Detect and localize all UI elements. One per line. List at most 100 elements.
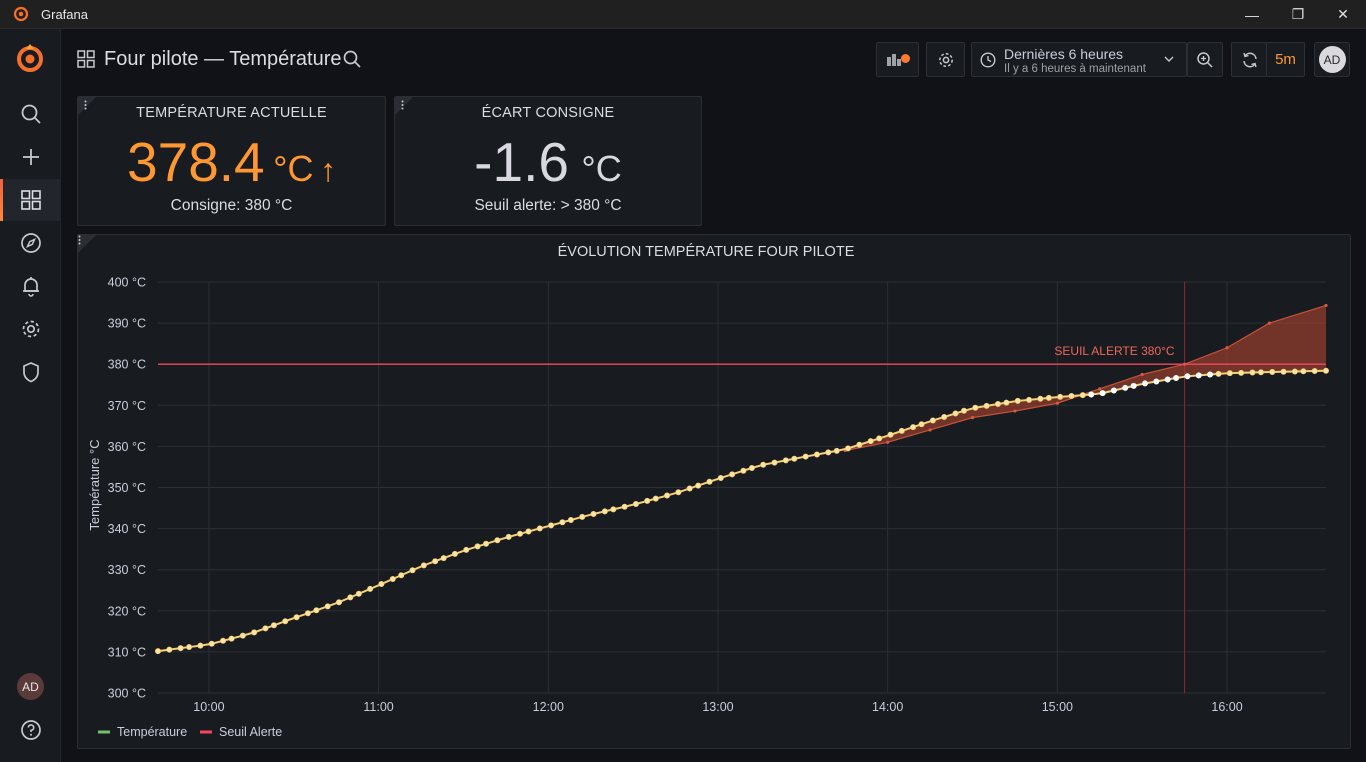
temperature-point	[1173, 375, 1180, 382]
refresh-interval-value: 5m	[1275, 51, 1296, 68]
temperature-point	[155, 648, 162, 655]
minimize-button[interactable]: —	[1229, 0, 1275, 29]
temperature-point	[695, 482, 702, 489]
panel-menu-icon[interactable]	[401, 100, 404, 110]
chart-canvas[interactable]: ÉVOLUTION TEMPÉRATURE FOUR PILOTE Tempér…	[78, 235, 1350, 748]
temperature-point	[505, 533, 512, 540]
temperature-point	[782, 457, 789, 464]
temperature-point	[590, 510, 597, 517]
panel-corner	[78, 97, 96, 115]
temperature-point	[409, 567, 416, 574]
temperature-point	[825, 449, 832, 456]
panel-menu-icon[interactable]	[84, 100, 87, 110]
sidebar-item-server-admin[interactable]	[0, 351, 61, 393]
grafana-logo-icon	[13, 6, 29, 22]
temperature-point	[856, 441, 863, 448]
temperature-point	[952, 410, 959, 417]
close-button[interactable]: ✕	[1320, 0, 1366, 29]
temperature-point	[1323, 367, 1330, 374]
temperature-point	[228, 635, 235, 642]
temperature-point	[983, 402, 990, 409]
stat-panel-setpoint-deviation: ÉCART CONSIGNE -1.6 °C Seuil alerte: > 3…	[394, 96, 702, 226]
temperature-point	[1130, 382, 1137, 389]
temperature-point	[335, 599, 342, 606]
refresh-interval-picker[interactable]: 5m	[1266, 42, 1305, 77]
temperature-point	[706, 478, 713, 485]
deviation-point	[970, 416, 975, 420]
temperature-point	[833, 447, 840, 454]
temperature-point	[367, 585, 374, 592]
temperature-point	[1014, 397, 1021, 404]
deviation-band	[845, 305, 1326, 451]
deviation-point	[1140, 372, 1144, 377]
temperature-point	[961, 407, 968, 414]
deviation-point	[928, 428, 932, 432]
temperature-point	[1079, 392, 1086, 399]
zoom-out-button[interactable]	[1187, 42, 1223, 77]
temperature-point	[1099, 390, 1106, 397]
plus-icon	[22, 149, 39, 165]
gear-icon	[938, 52, 953, 67]
temperature-point	[929, 417, 936, 424]
deviation-point	[1225, 346, 1229, 350]
dashboards-icon	[20, 190, 41, 210]
threshold-label: SEUIL ALERTE 380°C	[1054, 344, 1175, 358]
time-range-detail: Il y a 6 heures à maintenant	[1004, 63, 1146, 75]
dashboard-settings-button[interactable]	[926, 42, 965, 77]
sidebar-item-create[interactable]	[0, 136, 61, 178]
x-tick-label: 16:00	[1211, 700, 1242, 714]
shield-icon	[22, 362, 39, 383]
sidebar: AD	[0, 29, 61, 762]
deviation-point	[1055, 401, 1059, 405]
panel-menu-icon[interactable]	[78, 235, 81, 245]
temperature-point	[313, 607, 320, 614]
x-tick-label: 12:00	[533, 700, 564, 714]
x-tick-label: 11:00	[363, 700, 393, 714]
refresh-button[interactable]	[1231, 42, 1267, 77]
temperature-point	[632, 500, 639, 507]
sidebar-item-configuration[interactable]	[0, 308, 61, 350]
temperature-point	[910, 424, 917, 431]
temperature-point	[177, 645, 184, 652]
time-range-picker[interactable]: Dernières 6 heures Il y a 6 heures à mai…	[971, 42, 1187, 77]
temperature-point	[729, 471, 736, 478]
time-range-label: Dernières 6 heures	[1004, 46, 1124, 62]
temperature-point	[610, 506, 617, 513]
temperature-point	[813, 451, 820, 458]
add-panel-icon	[886, 53, 910, 66]
search-icon	[21, 104, 41, 124]
legend-label-threshold[interactable]: Seuil Alerte	[219, 725, 282, 739]
temperature-point	[262, 625, 269, 632]
temperature-point	[644, 497, 651, 504]
grafana-home-logo-icon[interactable]	[13, 41, 47, 75]
dashboard-search-icon[interactable]	[342, 49, 362, 69]
legend-label-temperature[interactable]: Température	[117, 725, 187, 739]
temperature-point	[1142, 380, 1149, 387]
sidebar-item-help[interactable]	[0, 709, 61, 751]
profile-button[interactable]: AD	[1314, 42, 1350, 77]
y-tick-label: 300 °C	[108, 687, 146, 701]
sidebar-item-alerting[interactable]	[0, 265, 61, 307]
user-avatar[interactable]: AD	[17, 673, 44, 700]
refresh-icon	[1242, 52, 1257, 67]
stat-title: TEMPÉRATURE ACTUELLE	[136, 105, 327, 121]
gear-icon	[22, 320, 39, 338]
temperature-point	[1269, 368, 1276, 375]
temperature-point	[1122, 384, 1129, 391]
sidebar-item-explore[interactable]	[0, 222, 61, 264]
chart-title: ÉVOLUTION TEMPÉRATURE FOUR PILOTE	[558, 243, 855, 260]
temperature-point	[1207, 371, 1214, 378]
sidebar-item-search[interactable]	[0, 93, 61, 135]
temperature-point	[972, 404, 979, 411]
dashboard-title[interactable]: Four pilote — Température	[104, 48, 342, 70]
stat-unit: °C	[273, 148, 314, 189]
stat-title: ÉCART CONSIGNE	[481, 105, 615, 121]
sidebar-item-dashboards[interactable]	[0, 179, 61, 221]
panel-add-button[interactable]	[876, 42, 919, 77]
temperature-point	[525, 528, 532, 535]
stat-value: -1.6	[474, 131, 569, 193]
restore-button[interactable]: ❐	[1275, 0, 1321, 29]
temperature-point	[293, 614, 300, 621]
temperature-point	[664, 492, 671, 499]
temperature-point	[1249, 369, 1256, 376]
